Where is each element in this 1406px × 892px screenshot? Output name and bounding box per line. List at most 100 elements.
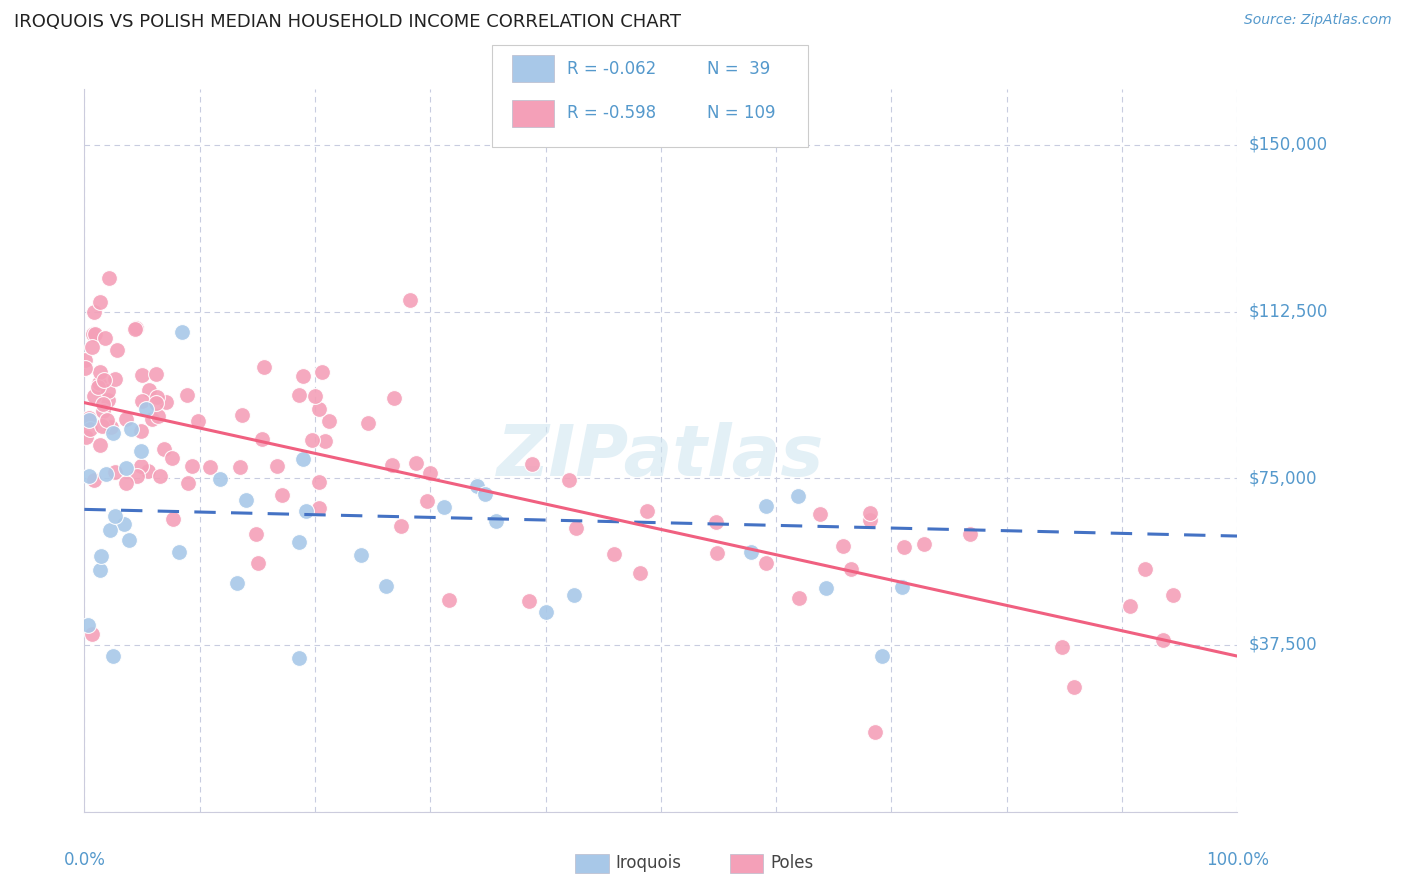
- Point: [231, 408, 253, 422]
- Point: [79, 422, 101, 436]
- Text: N = 109: N = 109: [707, 104, 776, 122]
- Point: [270, 488, 292, 502]
- Point: [304, 389, 326, 403]
- Point: [124, 321, 146, 335]
- Point: [96, 413, 118, 427]
- Point: [104, 372, 127, 386]
- Point: [740, 545, 762, 559]
- Point: [308, 501, 330, 516]
- Point: [252, 432, 274, 446]
- Point: [381, 458, 404, 473]
- Text: Iroquois: Iroquois: [616, 855, 682, 872]
- Point: [485, 514, 508, 528]
- Point: [318, 414, 340, 428]
- Point: [131, 394, 153, 409]
- Point: [288, 651, 311, 665]
- Text: $112,500: $112,500: [1249, 302, 1327, 320]
- Point: [1063, 681, 1085, 695]
- Point: [118, 533, 141, 547]
- Point: [814, 581, 837, 595]
- Point: [80, 340, 103, 354]
- Point: [287, 387, 309, 401]
- Point: [135, 401, 157, 416]
- Point: [83, 389, 105, 403]
- Point: [314, 434, 336, 449]
- Point: [155, 395, 177, 409]
- Point: [115, 476, 138, 491]
- Point: [865, 724, 887, 739]
- Point: [84, 326, 107, 341]
- Point: [295, 504, 318, 518]
- Point: [91, 419, 114, 434]
- Point: [859, 506, 882, 520]
- Point: [465, 479, 488, 493]
- Text: N =  39: N = 39: [707, 60, 770, 78]
- Point: [101, 426, 124, 441]
- Point: [808, 508, 831, 522]
- Point: [787, 591, 810, 606]
- Point: [146, 390, 169, 404]
- Point: [160, 451, 183, 466]
- Point: [153, 442, 176, 456]
- Point: [209, 472, 232, 486]
- Point: [704, 515, 727, 529]
- Point: [536, 605, 558, 619]
- Point: [292, 451, 315, 466]
- Point: [89, 438, 111, 452]
- Point: [180, 459, 202, 474]
- Text: R = -0.598: R = -0.598: [567, 104, 655, 122]
- Point: [382, 392, 405, 406]
- Point: [1135, 562, 1157, 576]
- Point: [89, 563, 111, 577]
- Point: [311, 365, 333, 379]
- Point: [247, 556, 270, 570]
- Point: [131, 368, 153, 382]
- Point: [145, 368, 167, 382]
- Point: [83, 305, 105, 319]
- Point: [357, 416, 380, 430]
- Point: [308, 475, 330, 489]
- Text: ZIPatlas: ZIPatlas: [498, 422, 824, 491]
- Point: [141, 411, 163, 425]
- Point: [127, 469, 149, 483]
- Point: [959, 527, 981, 541]
- Text: $75,000: $75,000: [1249, 469, 1317, 487]
- Point: [146, 409, 169, 423]
- Point: [1119, 599, 1142, 614]
- Point: [97, 271, 120, 285]
- Text: 0.0%: 0.0%: [63, 851, 105, 869]
- Text: $37,500: $37,500: [1249, 636, 1317, 654]
- Point: [77, 413, 100, 427]
- Point: [225, 576, 247, 591]
- Point: [374, 578, 396, 592]
- Point: [112, 516, 135, 531]
- Point: [405, 457, 427, 471]
- Point: [520, 457, 543, 471]
- Point: [1050, 640, 1073, 654]
- Point: [167, 545, 190, 559]
- Point: [89, 365, 111, 379]
- Text: IROQUOIS VS POLISH MEDIAN HOUSEHOLD INCOME CORRELATION CHART: IROQUOIS VS POLISH MEDIAN HOUSEHOLD INCO…: [14, 13, 681, 31]
- Point: [75, 430, 97, 444]
- Point: [93, 373, 115, 387]
- Point: [832, 539, 855, 553]
- Point: [115, 412, 138, 426]
- Point: [564, 588, 586, 602]
- Point: [131, 458, 153, 473]
- Point: [162, 512, 184, 526]
- Point: [97, 393, 120, 408]
- Point: [145, 396, 167, 410]
- Point: [176, 388, 198, 402]
- Point: [177, 475, 200, 490]
- Point: [104, 465, 127, 479]
- Point: [399, 293, 422, 308]
- Point: [75, 352, 97, 367]
- Point: [98, 523, 121, 537]
- Point: [97, 384, 120, 399]
- Point: [75, 361, 97, 376]
- Point: [235, 492, 257, 507]
- Point: [103, 649, 125, 664]
- Point: [839, 561, 862, 575]
- Point: [104, 509, 127, 524]
- Point: [94, 331, 117, 345]
